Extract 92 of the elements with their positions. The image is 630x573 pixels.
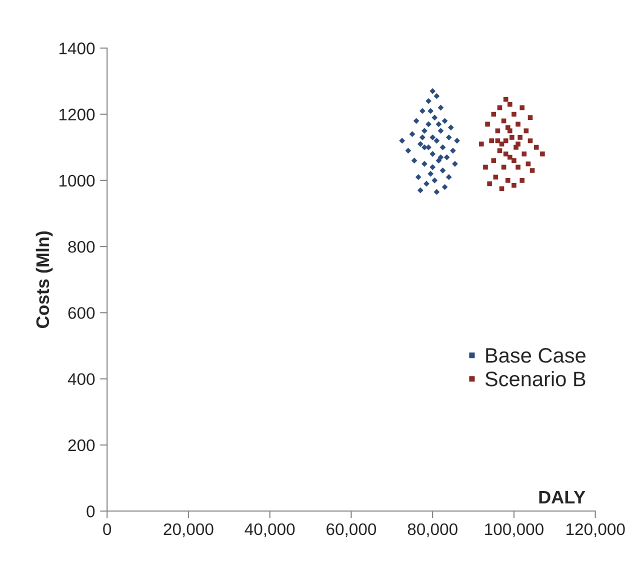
y-tick-label: 1200 [59,108,95,120]
point [526,161,531,166]
y-tick-label: 600 [68,307,95,319]
y-tick-label: 0 [86,506,95,518]
point [505,178,510,183]
point [485,122,490,127]
point [428,170,434,177]
x-tick-label: 40,000 [244,523,295,538]
point [520,105,525,110]
point [430,88,436,94]
point [454,138,460,144]
point [489,138,494,144]
point [503,96,508,102]
point [483,164,488,170]
point [452,160,458,167]
x-tick-label: 80,000 [408,523,458,538]
point [438,128,444,134]
point [530,168,535,173]
point [516,142,520,146]
point [444,154,450,160]
point [411,158,418,164]
x-tick-label: 60,000 [326,523,376,538]
point [442,118,448,124]
point [442,184,448,190]
point [450,148,456,154]
point [434,189,440,195]
point [512,158,516,163]
point [491,112,496,117]
point [497,148,502,154]
legend-label: Scenario B [485,371,586,386]
point [424,180,430,187]
point [446,174,452,180]
point [430,164,436,170]
point [528,115,533,120]
point [522,152,527,156]
point [540,152,545,156]
point [491,158,496,163]
point [516,164,520,170]
point [436,121,442,128]
x-tick-label: 0 [103,523,112,536]
point [508,102,512,107]
point [409,131,416,138]
point [405,148,412,154]
y-tick-label: 800 [68,240,95,253]
point [419,108,426,114]
point [446,134,452,140]
point [399,138,406,144]
x-tick-label: 100,000 [485,523,544,538]
point [432,177,438,184]
point [518,135,522,140]
point [512,112,516,117]
x-tick-label: 120,000 [566,523,625,538]
point [520,178,525,183]
point [499,142,504,146]
point [426,121,432,128]
point [417,141,424,147]
y-tick-label: 200 [68,439,95,452]
point [436,158,442,164]
legend-label: Base Case [486,348,586,363]
point [422,160,428,167]
point [417,187,424,194]
point [508,128,512,134]
point [440,144,446,150]
point [434,93,440,100]
y-tick-label: 400 [68,373,95,386]
x-axis-title: DALY [539,490,586,504]
point [510,135,514,140]
point [419,134,426,140]
point [413,118,420,124]
point [534,144,539,150]
y-axis-title: Costs (Mln) [36,231,53,328]
point [512,182,516,188]
point [430,151,436,157]
point [516,122,520,127]
point [493,174,498,180]
point [487,181,492,186]
point [426,98,432,104]
point [438,104,444,111]
point [501,118,506,124]
y-tick-label: 1000 [59,174,95,187]
point [430,134,436,140]
point [432,114,438,121]
x-tick-label: 20,000 [164,523,214,538]
y-tick-label: 1400 [59,42,95,54]
point [422,128,428,134]
point [415,174,422,180]
point [440,168,446,174]
point [479,142,484,146]
point [503,152,508,156]
point [428,108,434,114]
point [448,124,454,130]
point [434,138,440,144]
